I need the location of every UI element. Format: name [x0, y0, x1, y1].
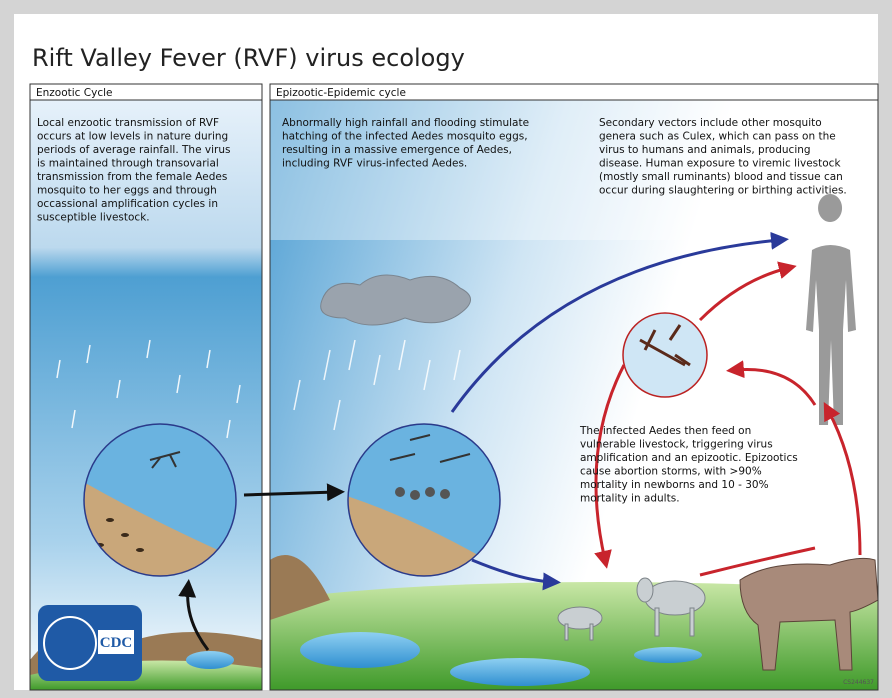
secondary-text: genera such as Culex, which can pass on …: [599, 131, 836, 143]
secondary-text: Secondary vectors include other mosquito: [599, 117, 822, 129]
livestock-text: amplification and an epizootic. Epizooti…: [580, 452, 798, 464]
livestock-text: vulnerable livestock, triggering virus: [580, 439, 773, 451]
secondary-text: (mostly small ruminants) blood and tissu…: [599, 171, 843, 183]
enzootic-text: mosquito to her eggs and through: [37, 185, 217, 197]
enzootic-text: occassional amplification cycles in: [37, 198, 218, 210]
livestock-text: mortality in adults.: [580, 493, 680, 505]
title: Rift Valley Fever (RVF) virus ecology: [32, 44, 465, 72]
cdc-logo: CDC: [38, 605, 142, 681]
livestock-text: mortality in newborns and 10 - 30%: [580, 479, 769, 491]
infographic: Rift Valley Fever (RVF) virus ecology: [0, 0, 892, 698]
livestock-text: cause abortion storms, with >90%: [580, 466, 762, 478]
mosquito-circle: [623, 313, 707, 397]
panel-label: Enzootic Cycle: [36, 87, 113, 99]
enzootic-text: occurs at low levels in nature during: [37, 131, 228, 143]
secondary-text: occur during slaughtering or birthing ac…: [599, 185, 847, 197]
enzootic-text: periods of average rainfall. The virus: [37, 144, 230, 156]
figure-code: CS244637: [843, 679, 874, 686]
flooding-text: Abnormally high rainfall and flooding st…: [282, 117, 529, 129]
panel-label: Epizootic-Epidemic cycle: [276, 87, 406, 99]
secondary-text: virus to humans and animals, producing: [599, 144, 811, 156]
logo-text: CDC: [100, 635, 133, 651]
flooding-text: hatching of the infected Aedes mosquito …: [282, 131, 528, 143]
enzootic-text: susceptible livestock.: [37, 212, 150, 224]
secondary-text: disease. Human exposure to viremic lives…: [599, 158, 841, 170]
enzootic-text: is maintained through transovarial: [37, 158, 219, 170]
flooding-text: including RVF virus-infected Aedes.: [282, 158, 467, 170]
flooding-text: resulting in a massive emergence of Aede…: [282, 144, 512, 156]
enzootic-text: Local enzootic transmission of RVF: [37, 117, 219, 129]
livestock-text: The infected Aedes then feed on: [579, 425, 751, 437]
enzootic-text: transmission from the female Aedes: [37, 171, 227, 183]
